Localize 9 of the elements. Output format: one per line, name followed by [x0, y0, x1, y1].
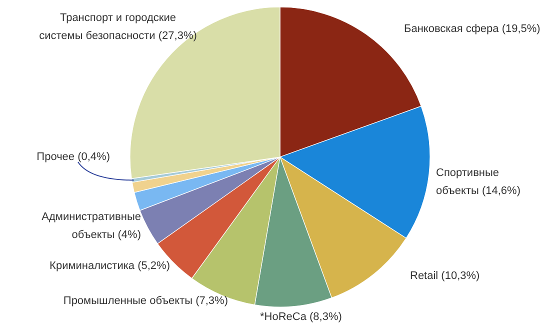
slice-label: *HoReCa (8,3%) [260, 311, 342, 323]
slice-label: Транспорт и городские системы безопасности (27,3%) [39, 12, 197, 42]
slice-label: Промышленные объекты (7,3%) [63, 295, 228, 307]
slice-label: Прочее (0,4%) [36, 151, 110, 163]
slice-label: Retail (10,3%) [410, 270, 480, 282]
slice-label: Спортивные объекты (14,6%) [436, 167, 520, 197]
slice-label: Криминалистика (5,2%) [50, 260, 170, 272]
slice-label: Банковская сфера (19,5%) [404, 23, 540, 35]
slice-label: Административные объекты (4%) [42, 211, 141, 241]
